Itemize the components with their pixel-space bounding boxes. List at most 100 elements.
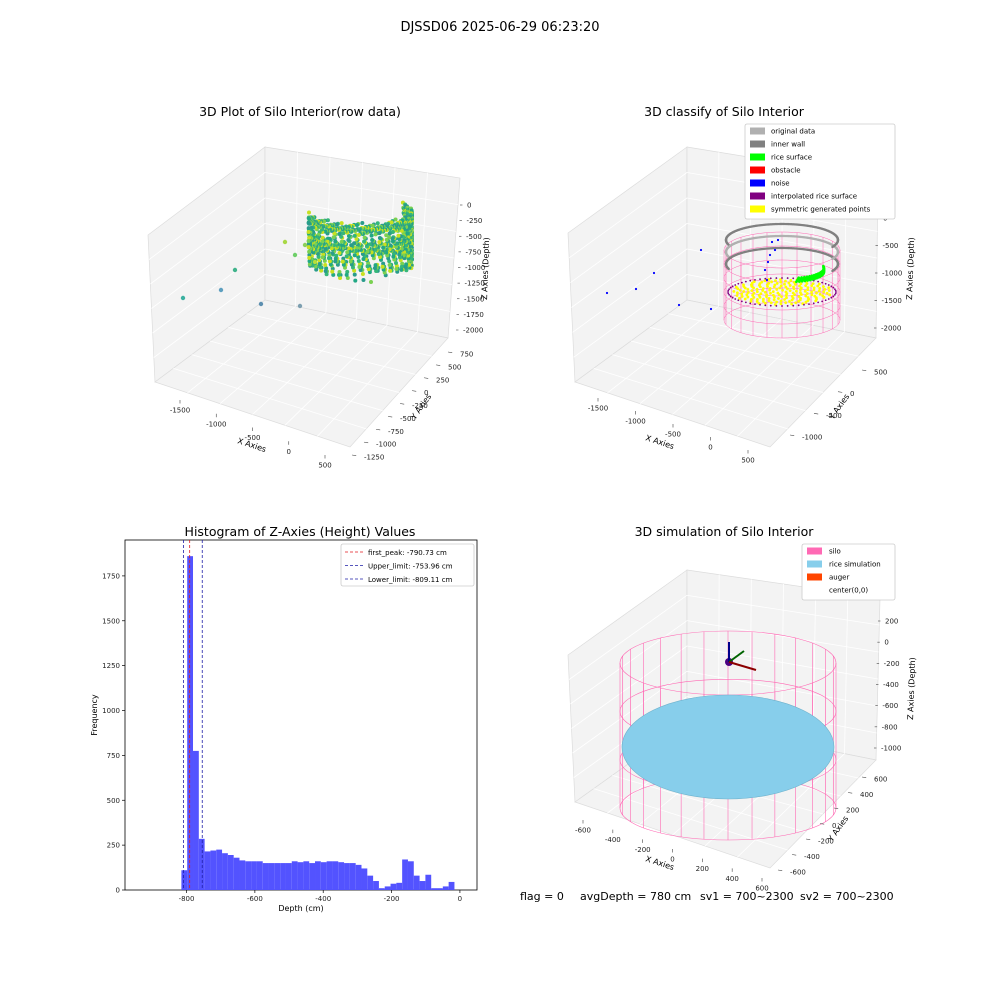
histogram-xlabel: Depth (cm) (278, 904, 323, 913)
raw-point (390, 236, 395, 241)
histogram-bar (402, 859, 408, 890)
classify-symmetric-point (795, 289, 798, 293)
classify-interpolated-point (812, 302, 815, 305)
simulation-y-tick-label: 400 (860, 791, 873, 799)
raw-point (393, 261, 398, 266)
raw-point (384, 233, 389, 238)
classify-interpolated-point (797, 304, 800, 307)
classify-interpolated-point (821, 281, 824, 284)
histogram-bar (274, 863, 281, 890)
simulation-legend-swatch (807, 560, 822, 568)
classify-legend-swatch (750, 140, 765, 148)
classify-symmetric-point (785, 296, 788, 300)
raw-point (405, 231, 410, 236)
simulation-z-tick-label: -400 (883, 681, 899, 689)
histogram-y-tick-label: 750 (107, 752, 120, 760)
classify-symmetric-point (751, 293, 755, 297)
simulation-legend: silo rice simulation auger center(0,0) (801, 543, 896, 601)
status-avg-depth: avgDepth = 780 cm (580, 890, 691, 903)
histogram-bar (251, 861, 257, 890)
histogram-bar (309, 863, 316, 890)
raw-point (372, 266, 377, 271)
classify-symmetric-point (761, 297, 765, 301)
classify-x-tick-label: -500 (665, 431, 681, 439)
classify-symmetric-point (767, 296, 771, 300)
simulation-y-tick-label: -600 (790, 869, 806, 877)
raw-point (356, 254, 361, 259)
raw-plot-title: 3D Plot of Silo Interior(row data) (199, 104, 401, 119)
classify-symmetric-point (758, 282, 762, 286)
raw-point (328, 262, 333, 267)
simulation-x-tick-label: -600 (575, 827, 591, 835)
raw-y-tick-label: 250 (436, 376, 449, 384)
classify-symmetric-point (775, 300, 779, 304)
raw-point (387, 247, 392, 252)
raw-point (349, 243, 354, 248)
raw-point (352, 241, 357, 246)
raw-point (362, 235, 367, 240)
histogram-bar (338, 862, 345, 890)
classify-symmetric-point (787, 281, 791, 285)
classify-symmetric-point (786, 287, 789, 291)
classify-symmetric-point (767, 278, 771, 281)
histogram-bar (233, 857, 240, 890)
raw-point (323, 263, 328, 268)
classify-noise-point (768, 253, 772, 257)
raw-point (302, 242, 308, 248)
simulation-z-tick-label: 0 (884, 639, 888, 647)
classify-symmetric-point (763, 301, 767, 305)
raw-point (306, 220, 311, 225)
classify-symmetric-point (806, 299, 810, 303)
raw-y-tick-label: -750 (388, 428, 404, 436)
classify-z-tick-label: -2000 (881, 325, 901, 333)
figure-title: DJSSD06 2025-06-29 06:23:20 (400, 20, 599, 35)
classify-noise-point (634, 287, 638, 291)
classify-x-tick-label: -1500 (588, 405, 608, 413)
histogram-bar (355, 864, 362, 890)
raw-point (306, 245, 311, 250)
classify-interpolated-point (832, 286, 835, 289)
auger-axis-x (728, 661, 757, 671)
classify-interpolated-point (792, 304, 795, 307)
simulation-y-tick-label: 0 (832, 822, 836, 830)
classify-symmetric-point (828, 293, 832, 297)
classify-interpolated-point (759, 278, 761, 281)
classify-interpolated-point (740, 300, 743, 303)
raw-point (344, 254, 349, 259)
raw-point (337, 231, 342, 236)
classify-symmetric-point (752, 295, 756, 299)
histogram-bar (390, 883, 397, 890)
classify-interpolated-point (781, 305, 783, 307)
raw-y-tick-label: 0 (424, 389, 428, 397)
classify-symmetric-point (775, 282, 779, 285)
classify-symmetric-point (749, 300, 753, 303)
raw-point (399, 246, 404, 251)
classify-interpolated-point (830, 285, 833, 288)
classify-symmetric-point (817, 282, 821, 286)
classify-wall-point (831, 245, 834, 249)
raw-point (399, 267, 404, 272)
simulation-z-tick-label: -600 (882, 702, 898, 710)
histogram-title: Histogram of Z-Axies (Height) Values (185, 524, 416, 539)
classify-interpolated-point (830, 296, 833, 299)
classify-interpolated-point (833, 294, 836, 296)
classify-legend: original data inner wall rice surface obsta… (744, 123, 896, 220)
classify-symmetric-point (788, 289, 792, 293)
classify-interpolated-point (754, 278, 756, 281)
raw-point (320, 239, 325, 244)
histogram-bar (198, 838, 205, 890)
classify-symmetric-point (778, 278, 782, 281)
raw-y-tick-label: -1000 (376, 441, 396, 449)
classify-interpolated-point (786, 305, 789, 307)
raw-point (330, 269, 335, 274)
classify-rice-point (803, 279, 807, 283)
raw-point (350, 265, 355, 270)
raw-point (331, 235, 336, 240)
raw-point (258, 301, 264, 307)
classify-symmetric-point (738, 288, 742, 292)
raw-point (356, 232, 361, 237)
raw-point (397, 252, 402, 257)
raw-point (314, 267, 319, 272)
raw-point (364, 244, 369, 249)
